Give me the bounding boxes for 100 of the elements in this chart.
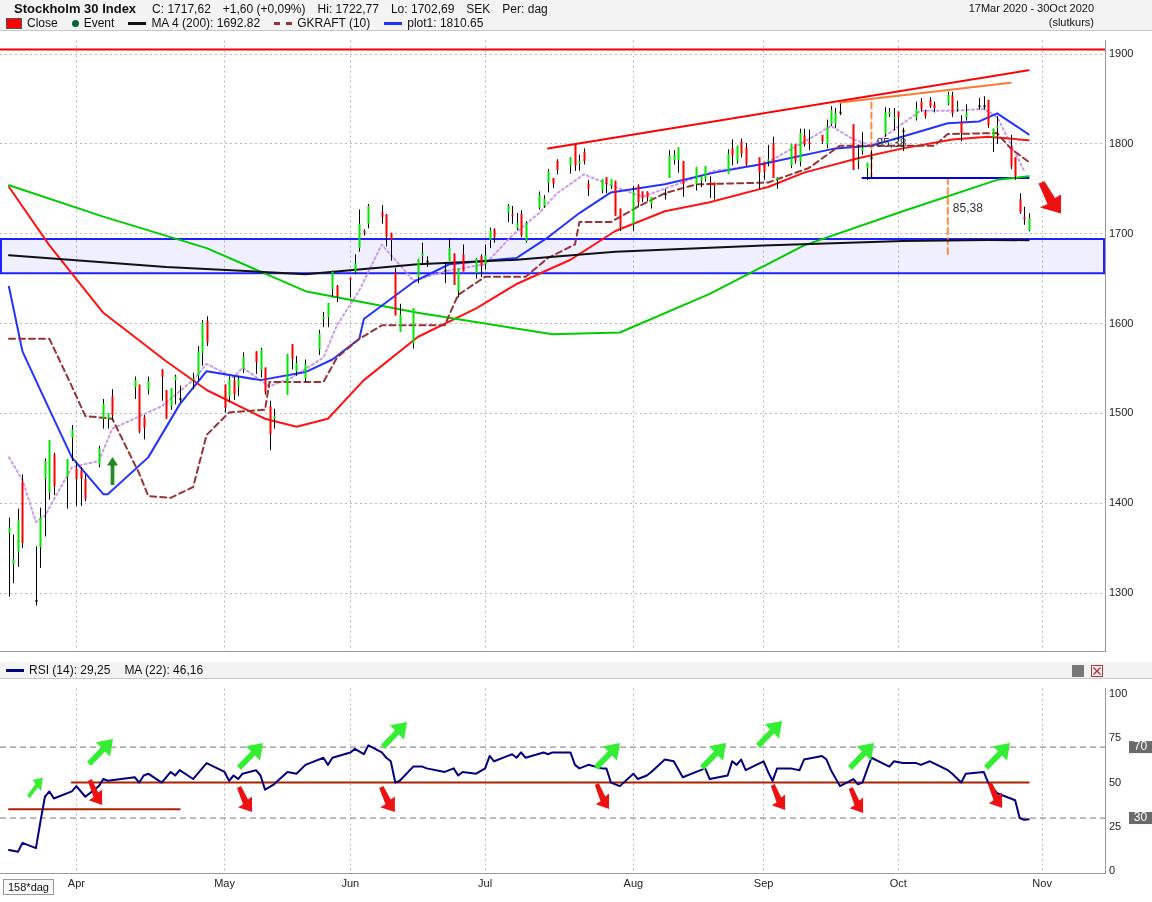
ref-line-label: 30 — [1133, 810, 1148, 825]
y-tick-label: 100 — [1109, 686, 1128, 699]
candlestick — [861, 131, 864, 156]
candlestick — [143, 414, 146, 440]
candlestick — [8, 517, 11, 598]
candlestick — [44, 457, 47, 537]
text: MA (22): 46,16 — [124, 663, 204, 677]
candlestick — [228, 376, 231, 403]
chart-subtitle: 17Mar 2020 - 30Oct 2020 — [968, 1, 1094, 15]
candlestick — [304, 358, 307, 383]
candlestick — [682, 160, 685, 198]
x-tick-label: Apr — [67, 876, 86, 889]
candlestick — [273, 408, 276, 430]
candlestick — [98, 445, 101, 468]
candlestick — [206, 315, 209, 347]
text: 158*dag — [3, 879, 54, 895]
candlestick — [34, 545, 39, 607]
candlestick — [489, 226, 492, 249]
candlestick — [80, 466, 83, 507]
text: Hi: 1722,77 — [317, 2, 379, 16]
candlestick — [170, 387, 173, 411]
candlestick — [677, 146, 680, 174]
candlestick — [1019, 192, 1022, 215]
candlestick — [417, 258, 420, 284]
candlestick — [857, 144, 860, 170]
candlestick — [327, 302, 330, 328]
candlestick — [668, 149, 671, 179]
candlestick — [727, 148, 730, 175]
y-tick-label: 1900 — [1109, 47, 1134, 60]
candlestick — [915, 101, 918, 122]
y-tick-label: 1600 — [1109, 316, 1134, 329]
candlestick — [1028, 212, 1031, 232]
candlestick — [637, 183, 640, 208]
y-tick-label: 1300 — [1109, 586, 1134, 599]
candlestick — [695, 166, 698, 192]
legend-label: GKRAFT (10) — [297, 16, 371, 30]
candlestick — [224, 384, 227, 413]
candlestick — [66, 458, 69, 510]
candlestick — [484, 244, 487, 271]
candlestick — [740, 138, 743, 158]
candlestick — [331, 270, 334, 298]
candlestick — [12, 534, 15, 584]
y-tick-label: 25 — [1109, 819, 1122, 832]
x-tick-label: Oct — [889, 876, 907, 889]
candlestick — [525, 220, 528, 244]
candlestick — [884, 106, 887, 138]
candlestick — [745, 142, 748, 167]
candlestick — [448, 237, 451, 262]
y-tick-label: 1400 — [1109, 496, 1134, 509]
candlestick — [834, 107, 837, 129]
candlestick — [767, 144, 770, 167]
candlestick — [758, 156, 761, 190]
candlestick — [291, 343, 294, 370]
candlestick — [520, 209, 523, 238]
candlestick — [295, 355, 298, 377]
candlestick — [75, 461, 78, 507]
text: SEK — [466, 2, 491, 16]
candlestick — [951, 91, 954, 118]
chart-title: Stockholm 30 Index — [14, 1, 137, 16]
candlestick — [462, 244, 465, 272]
candlestick — [255, 350, 258, 375]
text: Lo: 1702,69 — [390, 2, 455, 16]
x-tick-label: Nov — [1032, 876, 1053, 889]
candlestick — [318, 329, 321, 356]
candlestick — [260, 347, 263, 378]
candlestick — [443, 261, 448, 284]
candlestick — [71, 424, 74, 462]
legend-label: plot1: 1810.65 — [407, 16, 484, 30]
y-tick-label: 1800 — [1109, 136, 1134, 149]
candlestick — [457, 268, 460, 298]
legend-label: RSI (14): 29,25 — [29, 663, 111, 677]
candlestick — [111, 388, 114, 421]
x-tick-label: May — [214, 876, 236, 889]
y-tick-label: 50 — [1109, 775, 1122, 788]
candlestick — [134, 376, 137, 400]
candlestick — [1010, 134, 1013, 170]
candlestick — [996, 115, 999, 145]
candlestick — [233, 376, 236, 401]
text: Per: dag — [502, 2, 548, 16]
y-tick-label: 0 — [1109, 864, 1116, 877]
y-tick-label: 75 — [1109, 731, 1122, 744]
legend-label: Close — [27, 16, 58, 30]
candlestick — [982, 95, 987, 111]
candlestick — [385, 213, 388, 247]
text: C: 1717,62 — [152, 2, 211, 16]
candlestick — [790, 143, 793, 169]
candlestick — [480, 253, 483, 278]
candlestick — [84, 473, 87, 502]
ref-line-label: 70 — [1133, 739, 1148, 754]
candlestick — [547, 168, 550, 193]
candlestick — [960, 114, 963, 142]
candlestick — [830, 105, 833, 127]
candlestick — [102, 398, 105, 430]
candlestick — [381, 204, 384, 225]
legend-label: Event — [83, 16, 115, 30]
x-tick-label: Aug — [623, 876, 644, 889]
x-tick-label: Sep — [753, 876, 774, 889]
x-tick-label: Jul — [478, 876, 493, 889]
candlestick — [354, 253, 357, 275]
text: (slutkurs) — [1047, 15, 1094, 29]
